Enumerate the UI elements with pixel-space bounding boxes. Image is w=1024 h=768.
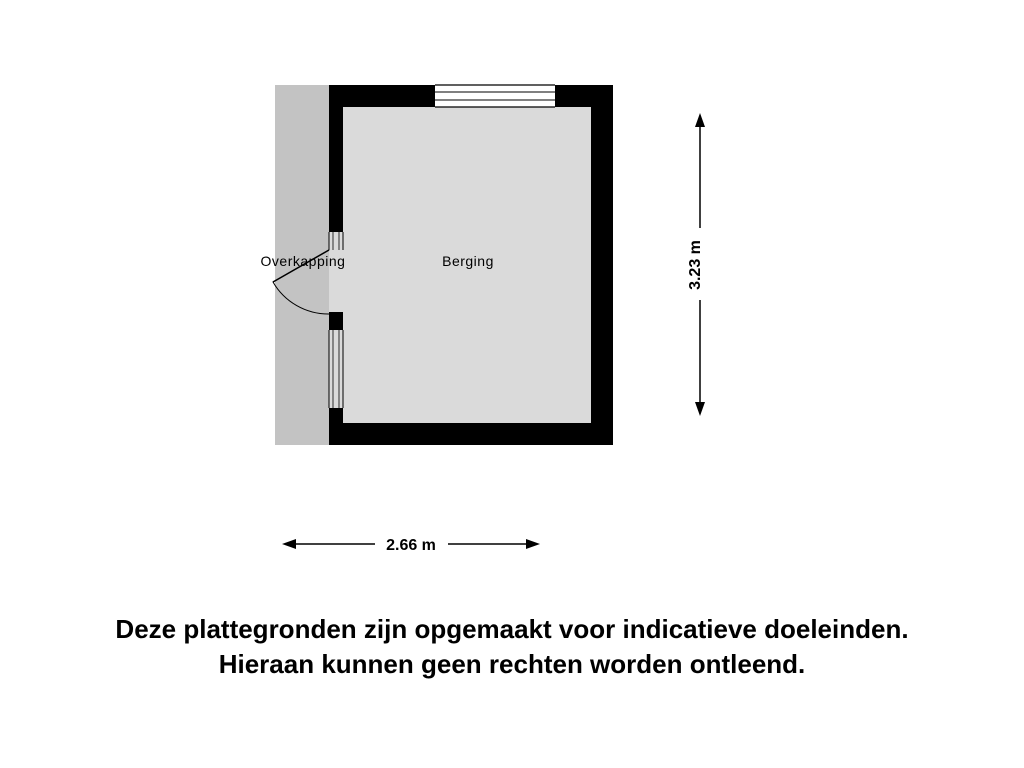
- disclaimer-line2: Hieraan kunnen geen rechten worden ontle…: [219, 649, 806, 679]
- left-upper-break: [329, 232, 343, 250]
- dimension-width-label: 2.66 m: [386, 537, 436, 554]
- left-wall-bottom-seg: [329, 408, 343, 445]
- left-lower-break: [329, 330, 343, 408]
- berging-label: Berging: [442, 253, 494, 269]
- top-window-cut: [435, 85, 555, 107]
- dimension-height: 3.23 m: [687, 113, 705, 416]
- left-pillar: [329, 312, 343, 330]
- dimension-width: 2.66 m: [282, 537, 540, 554]
- floorplan-canvas: 2.66 m 3.23 m Overkapping Berging Deze p…: [0, 0, 1024, 768]
- disclaimer: Deze plattegronden zijn opgemaakt voor i…: [0, 612, 1024, 682]
- disclaimer-line1: Deze plattegronden zijn opgemaakt voor i…: [115, 614, 908, 644]
- overkapping-label: Overkapping: [261, 253, 346, 269]
- dimension-height-label: 3.23 m: [687, 240, 704, 290]
